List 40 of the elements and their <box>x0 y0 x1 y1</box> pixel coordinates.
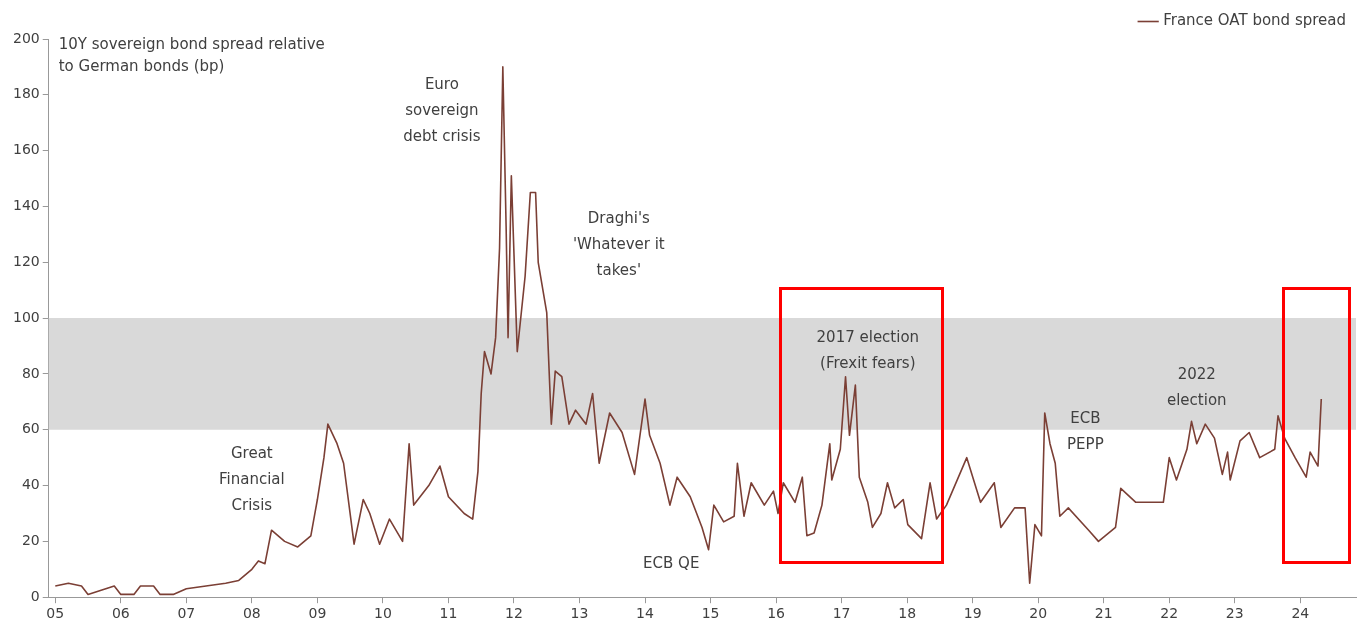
x-tick-label: 07 <box>177 605 196 622</box>
annotation: Draghi's 'Whatever it takes' <box>572 209 665 280</box>
y-tick-label: 140 <box>12 197 40 214</box>
annotation: ECB QE <box>643 553 700 572</box>
x-tick-label: 06 <box>111 605 130 622</box>
y-tick-label: 160 <box>12 141 40 158</box>
x-tick-label: 18 <box>898 605 917 622</box>
x-tick-label: 20 <box>1029 605 1048 622</box>
annotation: Euro sovereign debt crisis <box>403 75 481 146</box>
x-tick-label: 05 <box>46 605 65 622</box>
x-tick-label: 15 <box>701 605 720 622</box>
x-tick-label: 24 <box>1291 605 1310 622</box>
x-tick-label: 12 <box>505 605 523 622</box>
y-tick-label: 80 <box>21 364 40 381</box>
y-tick-label: 100 <box>12 308 40 325</box>
y-tick-label: 20 <box>21 532 40 549</box>
x-tick-label: 23 <box>1225 605 1244 622</box>
y-axis-title: 10Y sovereign bond spread relative to German bonds (bp) <box>58 34 325 75</box>
x-tick-label: 21 <box>1094 605 1113 622</box>
x-tick-label: 10 <box>374 605 392 622</box>
x-tick-label: 22 <box>1160 605 1179 622</box>
x-tick-label: 14 <box>636 605 655 622</box>
y-tick-label: 120 <box>12 252 40 269</box>
y-tick-label: 200 <box>12 29 40 46</box>
legend-label: France OAT bond spread <box>1163 11 1346 30</box>
y-tick-label: 60 <box>21 420 40 437</box>
annotation: ECB PEPP <box>1067 409 1104 454</box>
annotation: Great Financial Crisis <box>219 443 285 514</box>
x-tick-label: 11 <box>439 605 458 622</box>
annotation: 2017 election (Frexit fears) <box>816 328 920 373</box>
x-tick-label: 08 <box>242 605 261 622</box>
x-tick-label: 13 <box>570 605 589 622</box>
x-tick-label: 17 <box>832 605 851 622</box>
x-tick-label: 16 <box>767 605 786 622</box>
annotation: 2022 election <box>1166 364 1227 409</box>
x-tick-label: 19 <box>963 605 982 622</box>
y-tick-label: 40 <box>21 476 40 493</box>
y-tick-label: 180 <box>12 85 40 102</box>
y-tick-label: 0 <box>30 587 40 604</box>
x-tick-label: 09 <box>308 605 327 622</box>
